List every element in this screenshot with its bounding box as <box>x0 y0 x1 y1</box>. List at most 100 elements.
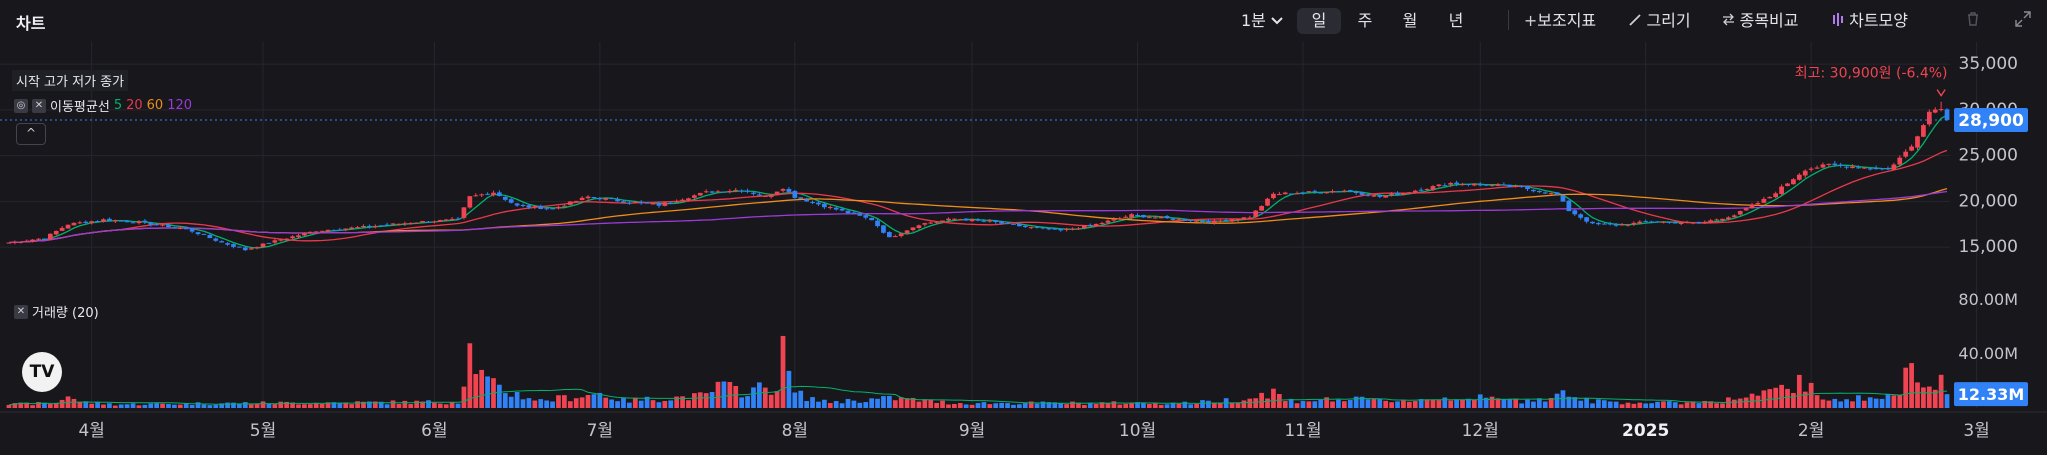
volume-bar <box>1720 403 1725 408</box>
volume-bar <box>1921 387 1926 408</box>
draw-button[interactable]: 그리기 <box>1626 8 1694 34</box>
candle <box>183 226 189 230</box>
candle <box>1093 223 1099 227</box>
candle <box>136 220 142 225</box>
volume-bar <box>112 405 118 408</box>
compare-button[interactable]: 종목비교 <box>1720 8 1800 34</box>
candle <box>319 230 325 233</box>
candle <box>1005 221 1010 225</box>
candle-body <box>1637 221 1643 224</box>
candle-body <box>1406 192 1412 194</box>
candle <box>1560 194 1566 202</box>
candle-body <box>1590 221 1595 224</box>
volume-bar <box>414 400 420 408</box>
volume-bar <box>1200 400 1205 408</box>
volume-bar <box>372 401 378 408</box>
volume-bar <box>437 403 443 408</box>
close-icon[interactable]: ✕ <box>32 98 46 113</box>
candle <box>857 212 863 216</box>
volume-bar <box>1755 395 1761 408</box>
volume-bar <box>1347 400 1353 408</box>
candle <box>863 214 869 220</box>
candle-body <box>266 242 272 244</box>
candle <box>1276 191 1282 196</box>
candle-body <box>692 195 697 198</box>
candle <box>1548 192 1554 196</box>
candle <box>573 200 579 203</box>
candle-body <box>1005 223 1010 225</box>
candle-body <box>1519 186 1524 188</box>
candle-body <box>526 205 532 208</box>
volume-bar <box>1294 403 1300 408</box>
tradingview-logo[interactable]: TV <box>22 352 62 392</box>
candle-body <box>556 206 561 209</box>
candle-body <box>284 238 290 240</box>
chart-style-button[interactable]: 차트모양 <box>1830 8 1910 34</box>
candle-body <box>798 197 804 199</box>
volume-bar <box>302 404 307 408</box>
collapse-button[interactable]: ^ <box>16 123 46 145</box>
trash-icon[interactable] <box>1962 8 1984 30</box>
volume-bar <box>71 398 77 408</box>
candle-body <box>1861 167 1867 169</box>
tab-period-day[interactable]: 일 <box>1297 8 1341 34</box>
candle <box>1312 189 1318 194</box>
candle-body <box>467 196 473 208</box>
candle <box>839 207 845 212</box>
candle <box>1288 193 1294 195</box>
candle-body <box>1938 109 1944 111</box>
volume-bar <box>1377 398 1383 408</box>
candle <box>627 200 632 205</box>
candle-body <box>1737 211 1743 215</box>
candle <box>491 190 496 197</box>
volume-bar <box>1016 404 1022 408</box>
candle <box>1135 213 1140 217</box>
ma20-label: 20 <box>126 98 143 113</box>
volume-bar <box>390 400 396 408</box>
volume-label: 거래량 (20) <box>32 306 99 321</box>
volume-bar <box>30 405 35 408</box>
candle <box>1341 189 1347 193</box>
candle <box>969 218 975 222</box>
volume-bar <box>1111 401 1117 408</box>
candle <box>1572 209 1578 216</box>
volume-bar <box>839 403 845 408</box>
candle <box>1903 149 1909 159</box>
indicator-button[interactable]: +보조지표 <box>1520 8 1600 34</box>
current-volume-badge <box>1954 382 2028 407</box>
candle <box>83 220 89 224</box>
candle-body <box>1802 170 1808 176</box>
interval-dropdown[interactable]: 1분 <box>1240 8 1284 34</box>
candle <box>1076 226 1081 230</box>
candle-body <box>1926 111 1932 125</box>
volume-bar <box>1649 403 1654 408</box>
candle-body <box>1141 214 1146 218</box>
candle-body <box>1791 179 1796 185</box>
close-icon[interactable]: ✕ <box>14 304 28 319</box>
eye-hide-icon[interactable]: ◎ <box>14 98 28 113</box>
candle <box>703 189 709 194</box>
tab-period-month[interactable]: 월 <box>1402 11 1418 30</box>
volume-bar <box>136 405 142 408</box>
volume-bar <box>514 391 520 408</box>
volume-bar <box>1081 404 1087 408</box>
volume-bar <box>1903 367 1909 408</box>
candle <box>1442 183 1448 187</box>
volume-bar <box>6 404 12 408</box>
candle <box>118 220 124 222</box>
volume-bar <box>1808 382 1814 408</box>
candle <box>1448 181 1454 188</box>
expand-icon[interactable] <box>2012 8 2034 30</box>
candle <box>1011 223 1016 225</box>
candle <box>987 218 993 223</box>
tab-period-year[interactable]: 년 <box>1448 11 1464 30</box>
tab-period-week[interactable]: 주 <box>1357 11 1373 30</box>
volume-bar <box>822 399 827 408</box>
candle <box>160 223 165 227</box>
volume-bar <box>869 398 875 408</box>
volume-bar <box>1637 402 1643 408</box>
volume-bar <box>1879 398 1885 408</box>
candle-body <box>1081 225 1087 229</box>
volume-bar <box>981 402 987 408</box>
